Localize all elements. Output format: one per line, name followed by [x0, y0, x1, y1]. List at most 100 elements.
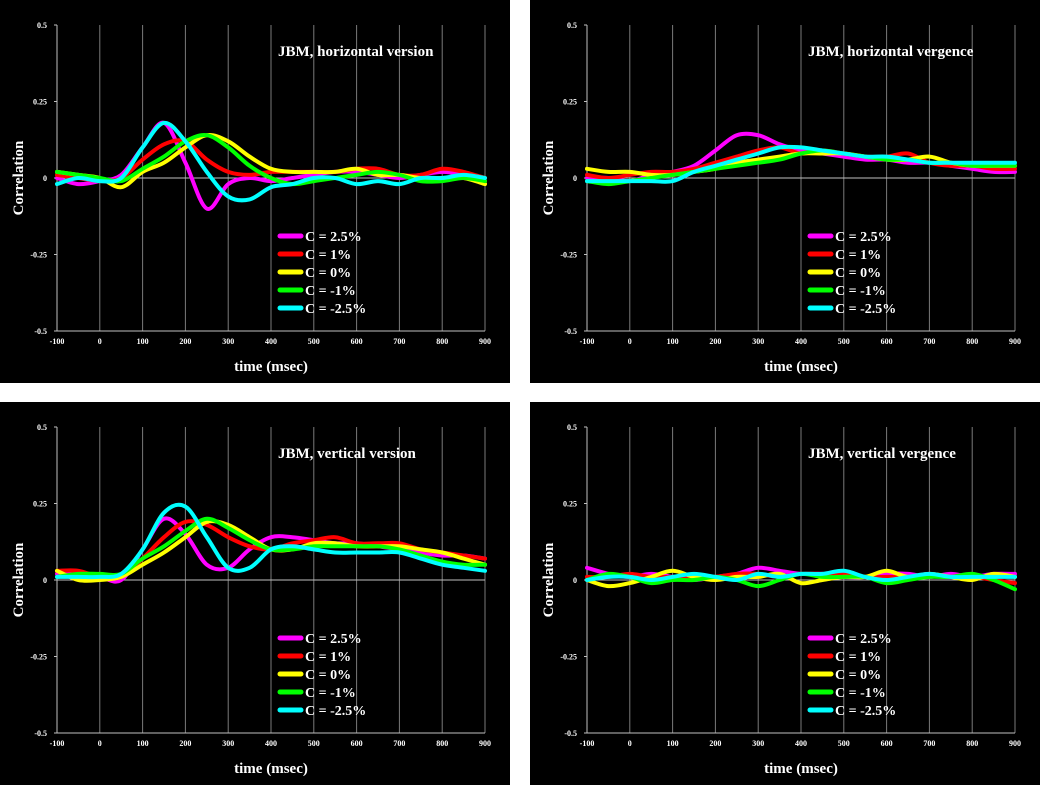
x-axis-title: time (msec)	[764, 359, 838, 375]
y-tick-label: 0.25	[33, 98, 47, 107]
x-tick-label: 800	[436, 337, 448, 346]
y-tick-label: -0.25	[560, 653, 577, 662]
x-tick-label: 300	[752, 337, 764, 346]
chart-panel-top-left: -100 0 100 200 300 400 500 600 700 800 900 0.5 0.25 0…	[0, 0, 510, 383]
y-tick-label: -0.5	[34, 327, 47, 336]
x-tick-label: 600	[881, 337, 893, 346]
x-tick-label: 300	[222, 337, 234, 346]
legend-label: C = 2.5%	[305, 230, 362, 245]
x-tick-label: 900	[479, 337, 491, 346]
x-tick-label: 700	[393, 739, 405, 748]
chart-svg-0: -100 0 100 200 300 400 500 600 700 800 900 0.5 0.25 0…	[11, 21, 491, 375]
x-tick-label: -100	[580, 337, 595, 346]
y-tick-label: 0	[43, 576, 47, 585]
x-tick-label: 100	[667, 337, 679, 346]
y-axis-title: Correlation	[541, 140, 557, 215]
x-tick-label: 200	[179, 739, 191, 748]
y-tick-label: -0.5	[34, 729, 47, 738]
legend-label: C = 2.5%	[305, 632, 362, 647]
x-tick-label: 400	[795, 739, 807, 748]
legend-label: C = 0%	[835, 668, 881, 683]
x-tick-label: 900	[1009, 739, 1021, 748]
y-axis-title: Correlation	[11, 140, 27, 215]
x-tick-label: 700	[923, 739, 935, 748]
x-tick-label: 600	[351, 337, 363, 346]
y-tick-label: 0.25	[563, 98, 577, 107]
x-tick-label: 800	[966, 337, 978, 346]
chart-title: JBM, horizontal version	[278, 44, 434, 60]
y-tick-label: -0.5	[564, 729, 577, 738]
x-axis-title: time (msec)	[764, 761, 838, 777]
chart-title: JBM, vertical version	[278, 446, 417, 462]
x-tick-label: -100	[50, 337, 65, 346]
y-axis-title: Correlation	[11, 542, 27, 617]
x-tick-label: 600	[351, 739, 363, 748]
chart-panel-top-right: -100 0 100 200 300 400 500 600 700 800 900 0.5 0.25 0…	[530, 0, 1040, 383]
x-tick-label: 500	[308, 337, 320, 346]
x-tick-label: 400	[265, 337, 277, 346]
y-tick-label: -0.5	[564, 327, 577, 336]
x-tick-label: 0	[628, 337, 632, 346]
y-tick-label: 0.25	[33, 500, 47, 509]
legend-label: C = -1%	[305, 686, 356, 701]
legend-label: C = 0%	[305, 266, 351, 281]
chart-panel-bottom-right: -100 0 100 200 300 400 500 600 700 800 900 0.5 0.25 0…	[530, 402, 1040, 785]
x-tick-label: 200	[709, 739, 721, 748]
x-tick-label: 700	[923, 337, 935, 346]
y-tick-label: -0.25	[30, 653, 47, 662]
legend-label: C = 2.5%	[835, 230, 892, 245]
x-tick-label: -100	[50, 739, 65, 748]
x-tick-label: 900	[479, 739, 491, 748]
y-tick-label: 0	[573, 174, 577, 183]
y-tick-label: 0.5	[567, 423, 577, 432]
legend-label: C = 0%	[835, 266, 881, 281]
chart-svg-3: -100 0 100 200 300 400 500 600 700 800 900 0.5 0.25 0…	[541, 423, 1021, 777]
x-tick-label: 200	[179, 337, 191, 346]
chart-svg-2: -100 0 100 200 300 400 500 600 700 800 900 0.5 0.25 0…	[11, 423, 491, 777]
x-tick-label: 800	[966, 739, 978, 748]
legend-label: C = 2.5%	[835, 632, 892, 647]
x-tick-label: 100	[137, 739, 149, 748]
series-line-4	[585, 144, 1017, 184]
series-line-4	[585, 568, 1017, 583]
legend-label: C = -1%	[305, 284, 356, 299]
legend-label: C = -2.5%	[835, 302, 896, 317]
x-tick-label: 0	[98, 337, 102, 346]
x-tick-label: 200	[709, 337, 721, 346]
legend-label: C = -1%	[835, 284, 886, 299]
x-tick-label: -100	[580, 739, 595, 748]
y-tick-label: 0	[43, 174, 47, 183]
x-tick-label: 500	[838, 337, 850, 346]
legend-label: C = 1%	[835, 650, 881, 665]
x-axis-title: time (msec)	[234, 359, 308, 375]
x-axis-title: time (msec)	[234, 761, 308, 777]
chart-panel-bottom-left: -100 0 100 200 300 400 500 600 700 800 900 0.5 0.25 0…	[0, 402, 510, 785]
chart-svg-1: -100 0 100 200 300 400 500 600 700 800 900 0.5 0.25 0…	[541, 21, 1021, 375]
y-tick-label: 0	[573, 576, 577, 585]
x-tick-label: 100	[137, 337, 149, 346]
x-tick-label: 300	[222, 739, 234, 748]
y-tick-label: -0.25	[30, 251, 47, 260]
legend-label: C = 0%	[305, 668, 351, 683]
x-tick-label: 100	[667, 739, 679, 748]
x-tick-label: 400	[265, 739, 277, 748]
legend-label: C = -1%	[835, 686, 886, 701]
legend-label: C = 1%	[305, 650, 351, 665]
x-tick-label: 0	[628, 739, 632, 748]
x-tick-label: 700	[393, 337, 405, 346]
legend-label: C = 1%	[305, 248, 351, 263]
y-tick-label: 0.5	[567, 21, 577, 30]
legend-label: C = -2.5%	[305, 302, 366, 317]
x-tick-label: 400	[795, 337, 807, 346]
legend-label: C = -2.5%	[305, 704, 366, 719]
series-line-4	[55, 502, 487, 580]
x-tick-label: 800	[436, 739, 448, 748]
y-tick-label: 0.5	[37, 21, 47, 30]
y-tick-label: 0.5	[37, 423, 47, 432]
series-line-4	[55, 120, 487, 203]
x-tick-label: 500	[838, 739, 850, 748]
y-tick-label: 0.25	[563, 500, 577, 509]
legend-label: C = 1%	[835, 248, 881, 263]
legend-label: C = -2.5%	[835, 704, 896, 719]
x-tick-label: 500	[308, 739, 320, 748]
